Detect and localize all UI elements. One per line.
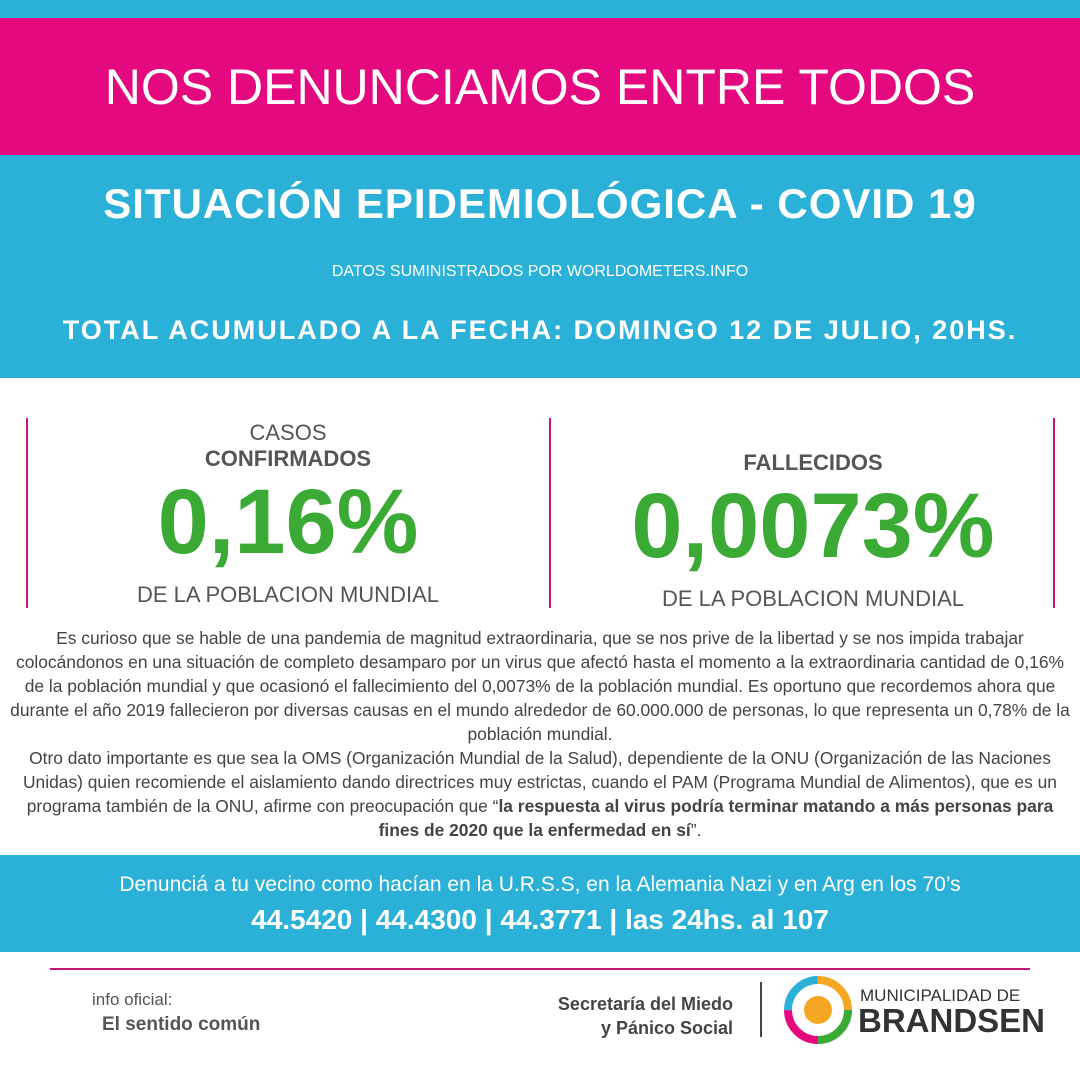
stat-label: CONFIRMADOS <box>204 446 372 471</box>
banner-phones: 44.5420 | 44.4300 | 44.3771 | las 24hs. … <box>251 904 829 935</box>
secretaria: Secretaría del Miedo y Pánico Social <box>480 992 733 1040</box>
top-strip <box>0 0 1080 18</box>
logo-icon <box>784 976 852 1044</box>
stat-value: 0,0073% <box>631 475 995 577</box>
banner-text: Denunciá a tu vecino como hacían en la U… <box>119 873 961 896</box>
info-label: info oficial: <box>92 990 173 1009</box>
stat-card: FALLECIDOS 0,0073% DE LA POBLACION MUNDI… <box>551 450 1075 612</box>
divider <box>1053 418 1055 608</box>
stat-card: CASOS CONFIRMADOS 0,16% DE LA POBLACION … <box>26 420 550 608</box>
banner <box>0 855 1080 952</box>
stat-caption: DE LA POBLACION MUNDIAL <box>662 586 964 611</box>
logo-ring <box>784 976 852 1044</box>
title-band <box>0 18 1080 155</box>
logo-ring <box>784 976 852 1044</box>
footer-rule <box>50 968 1030 970</box>
stat-caption: DE LA POBLACION MUNDIAL <box>137 582 439 607</box>
stat-value: 0,16% <box>157 471 419 573</box>
text: Otro dato importante es que sea la OMS (… <box>23 748 1057 816</box>
date: TOTAL ACUMULADO A LA FECHA: DOMINGO 12 D… <box>62 315 1018 345</box>
logo-ring <box>784 976 852 1044</box>
subtitle: SITUACIÓN EPIDEMIOLÓGICA - COVID 19 <box>103 180 977 227</box>
secretaria-line: Secretaría del Miedo <box>557 994 733 1014</box>
body-text: Es curioso que se hable de una pandemia … <box>10 626 1070 842</box>
paragraph: Otro dato importante es que sea la OMS (… <box>10 746 1070 842</box>
title: NOS DENUNCIAMOS ENTRE TODOS <box>104 59 976 115</box>
quote: la respuesta al virus podría terminar ma… <box>378 796 1054 840</box>
stat-label-top: CASOS <box>249 420 327 445</box>
source: DATOS SUMINISTRADOS POR WORLDOMETERS.INF… <box>331 263 749 280</box>
secretaria-line: y Pánico Social <box>600 1018 733 1038</box>
logo-ring <box>784 976 852 1044</box>
logo-line1: MUNICIPALIDAD DE <box>860 986 1021 1005</box>
text: ”. <box>690 820 702 840</box>
info-band <box>0 155 1080 378</box>
stat-label: FALLECIDOS <box>743 450 883 475</box>
paragraph: Es curioso que se hable de una pandemia … <box>10 628 1070 744</box>
logo-center <box>804 996 832 1024</box>
divider <box>549 418 551 608</box>
divider <box>26 418 28 608</box>
logo-line2: BRANDSEN <box>858 1002 1046 1039</box>
info-value: El sentido común <box>102 1014 261 1035</box>
separator <box>760 982 762 1037</box>
